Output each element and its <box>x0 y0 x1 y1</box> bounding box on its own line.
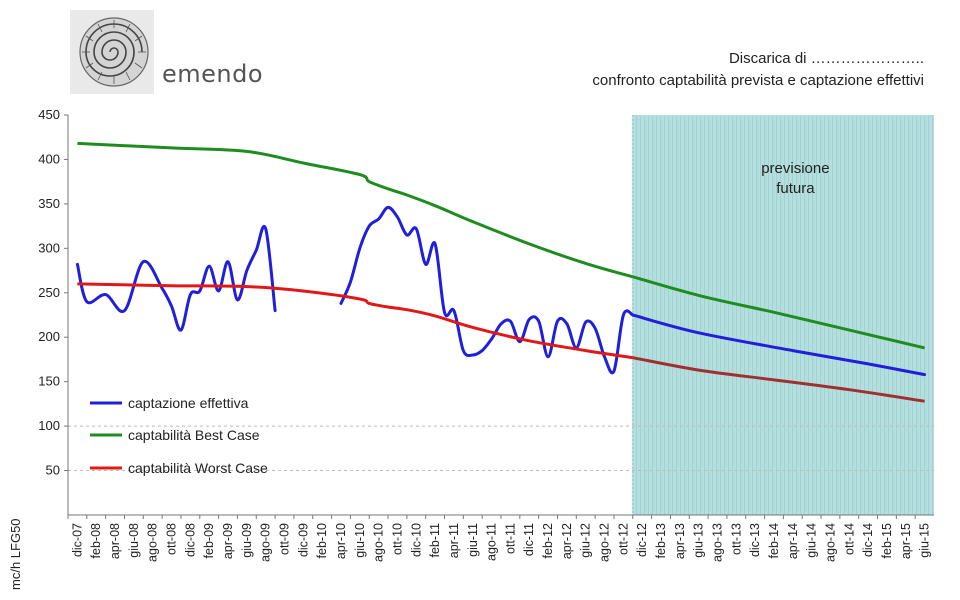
x-tick-label: ago-14 <box>823 523 837 562</box>
x-tick-label: ago-10 <box>372 523 386 562</box>
x-tick-label: dic-09 <box>296 523 310 557</box>
x-tick-label: dic-13 <box>748 523 762 557</box>
legend-label-1: captabilità Best Case <box>128 427 260 443</box>
x-tick-label: ago-09 <box>259 523 273 562</box>
x-tick-label: ott-11 <box>503 523 517 554</box>
x-tick-label: feb-11 <box>428 523 442 558</box>
chart-header-line2: confronto captabilità prevista e captazi… <box>592 72 924 89</box>
y-tick-label: 400 <box>38 151 60 166</box>
legend-label-0: captazione effettiva <box>128 395 249 411</box>
x-tick-label: ott-13 <box>729 523 743 555</box>
x-tick-label: dic-08 <box>183 523 197 557</box>
x-tick-label: apr-14 <box>786 523 800 559</box>
x-tick-label: ago-11 <box>485 523 499 561</box>
forecast-label-line1: previsione <box>761 160 829 177</box>
x-tick-label: apr-10 <box>334 523 348 559</box>
y-tick-label: 300 <box>38 240 60 255</box>
x-tick-label: feb-14 <box>767 523 781 558</box>
series-2-forecast-line <box>632 356 925 403</box>
x-tick-label: feb-12 <box>541 523 555 558</box>
x-tick-label: giu-11 <box>466 523 480 557</box>
series-1-forecast-line <box>632 275 925 350</box>
x-tick-label: ago-08 <box>146 523 160 562</box>
x-tick-label: feb-15 <box>880 523 894 558</box>
forecast-hatch <box>632 115 934 515</box>
x-tick-label: ott-12 <box>616 523 630 555</box>
x-tick-label: apr-13 <box>673 523 687 559</box>
x-tick-label: ago-13 <box>711 523 725 562</box>
x-tick-label: apr-12 <box>560 523 574 559</box>
x-tick-label: ott-08 <box>165 523 179 555</box>
series-0-line-segment-1 <box>339 205 635 375</box>
x-tick-label: giu-15 <box>918 523 932 558</box>
brand-name: emendo <box>162 60 264 88</box>
x-tick-label: dic-07 <box>70 523 84 557</box>
series-2-line <box>77 282 634 360</box>
series-0-line-segment-0 <box>75 225 277 332</box>
x-tick-label: apr-09 <box>221 523 235 559</box>
x-tick-label: giu-12 <box>579 523 593 558</box>
x-tick-label: apr-11 <box>447 523 461 558</box>
x-tick-label: giu-10 <box>353 523 367 558</box>
x-tick-label: giu-14 <box>805 523 819 558</box>
series-1-line <box>77 141 634 279</box>
y-tick-label: 200 <box>38 329 60 344</box>
ammonite-fossil-icon <box>70 10 154 94</box>
x-tick-label: giu-09 <box>240 523 254 558</box>
x-tick-label: ott-09 <box>278 523 292 555</box>
x-tick-label: feb-08 <box>89 523 103 558</box>
y-tick-label: 50 <box>46 463 60 478</box>
x-tick-label: feb-13 <box>654 523 668 558</box>
y-tick-label: 150 <box>38 374 60 389</box>
x-tick-label: feb-09 <box>202 523 216 558</box>
x-tick-label: giu-08 <box>127 523 141 558</box>
x-tick-label: dic-14 <box>861 523 875 557</box>
x-tick-label: ott-10 <box>390 523 404 555</box>
y-tick-label: 450 <box>38 107 60 122</box>
x-tick-label: dic-11 <box>522 523 536 556</box>
forecast-label-line2: futura <box>776 180 815 197</box>
y-tick-label: 100 <box>38 418 60 433</box>
x-tick-label: apr-08 <box>108 523 122 559</box>
x-tick-label: apr-15 <box>899 523 913 559</box>
x-tick-label: feb-10 <box>315 523 329 558</box>
series-0-line-segment-2 <box>631 313 927 377</box>
x-tick-label: dic-10 <box>409 523 423 557</box>
chart-header-line1: Discarica di ………………….. <box>728 50 924 67</box>
y-tick-label: 350 <box>38 196 60 211</box>
x-tick-label: giu-13 <box>692 523 706 558</box>
x-tick-label: ott-14 <box>842 523 856 555</box>
legend-label-2: captabilità Worst Case <box>128 460 268 476</box>
y-tick-label: 250 <box>38 285 60 300</box>
y-axis-label: mc/h LFG50 <box>8 518 23 590</box>
x-tick-label: ago-12 <box>598 523 612 562</box>
x-tick-label: dic-12 <box>635 523 649 557</box>
